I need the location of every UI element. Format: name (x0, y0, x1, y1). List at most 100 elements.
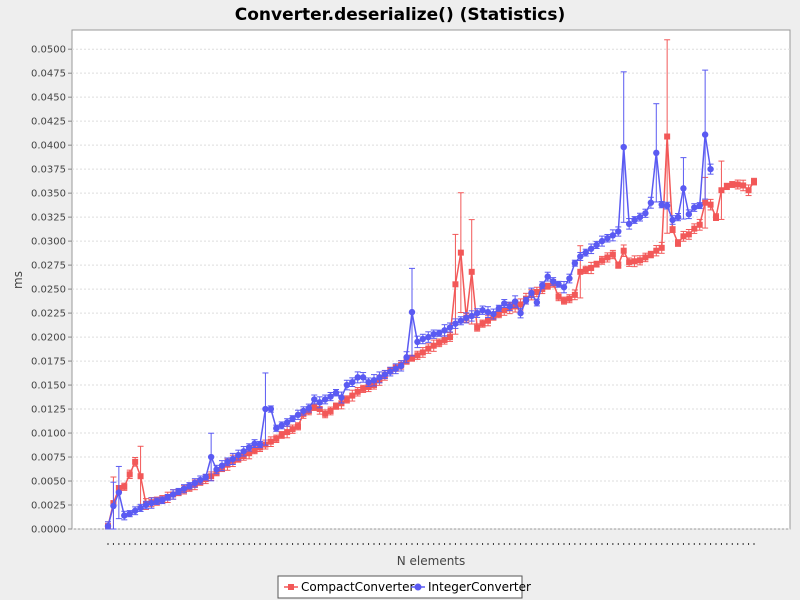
data-point (360, 385, 367, 392)
y-tick-label: 0.0275 (31, 261, 66, 272)
data-point (626, 259, 633, 266)
data-point (506, 303, 513, 310)
data-point (707, 201, 714, 208)
data-point (587, 245, 595, 252)
y-tick-label: 0.0350 (31, 189, 66, 200)
data-point (680, 185, 687, 192)
data-point (691, 225, 698, 232)
data-point (582, 249, 589, 256)
data-point (435, 330, 443, 337)
y-tick-label: 0.0250 (31, 285, 66, 296)
data-point (295, 423, 301, 430)
data-point (615, 228, 622, 235)
data-point (609, 232, 617, 239)
data-point (343, 381, 351, 389)
data-point (316, 399, 323, 406)
data-point (213, 466, 220, 473)
data-point (403, 354, 410, 361)
data-point (620, 247, 627, 254)
data-point (256, 441, 264, 448)
data-point (669, 226, 676, 233)
data-point (175, 488, 182, 495)
data-point (126, 510, 133, 517)
data-point (408, 308, 416, 316)
data-point (289, 426, 296, 433)
plot-area (71, 29, 791, 530)
data-point (153, 497, 161, 505)
data-point (544, 283, 551, 290)
data-point (447, 334, 453, 341)
series-integer (104, 69, 714, 530)
data-point (251, 440, 258, 447)
data-point (501, 300, 508, 307)
data-point (321, 396, 329, 403)
data-point (588, 264, 595, 271)
data-point (599, 257, 605, 264)
y-tick-label: 0.0425 (31, 117, 66, 128)
data-point (441, 327, 448, 334)
data-point (479, 320, 486, 327)
data-point (566, 275, 573, 282)
data-point (224, 458, 231, 466)
legend-label-compact: CompactConverter (301, 580, 415, 594)
data-point (658, 201, 665, 208)
data-point (338, 394, 345, 401)
legend-box (277, 575, 523, 599)
data-point (218, 462, 226, 469)
data-point (647, 199, 655, 206)
data-point (452, 320, 459, 327)
data-point (142, 501, 150, 509)
y-tick-label: 0.0375 (31, 165, 66, 176)
data-point (582, 266, 589, 273)
data-point (409, 355, 415, 362)
data-point (121, 512, 128, 519)
data-point (473, 309, 481, 317)
data-point (354, 374, 361, 381)
chart-title: Converter.deserialize() (Statistics) (235, 5, 566, 25)
data-point (571, 291, 578, 298)
data-point (637, 257, 643, 264)
data-point (723, 183, 730, 190)
data-point (349, 378, 356, 386)
data-point (419, 335, 427, 343)
data-point (322, 410, 329, 417)
data-point (159, 497, 166, 504)
y-tick-label: 0.0000 (31, 525, 66, 536)
data-point (343, 396, 350, 403)
x-axis-label: N elements (397, 554, 466, 568)
data-point (674, 213, 682, 221)
data-point (121, 483, 128, 490)
data-point (240, 448, 247, 455)
data-point (294, 411, 302, 419)
data-point (609, 251, 616, 258)
x-axis (107, 543, 755, 545)
data-point (262, 405, 269, 413)
data-point (202, 473, 209, 481)
data-point (745, 187, 752, 194)
data-point (332, 389, 340, 396)
data-point (485, 317, 491, 324)
data-point (381, 371, 389, 378)
data-point (436, 339, 443, 346)
data-point (273, 435, 280, 442)
y-tick-label: 0.0450 (31, 93, 66, 104)
data-point (137, 504, 144, 512)
data-point (625, 220, 633, 228)
data-point (180, 485, 188, 492)
data-point (636, 213, 644, 221)
data-point (327, 407, 334, 414)
data-point (675, 240, 681, 247)
data-point (468, 312, 475, 320)
y-axis: 0.0000 0.0025 0.0050 0.0075 0.0100 0.0125 0.01… (31, 45, 72, 536)
data-point (653, 149, 660, 157)
data-point (511, 298, 519, 305)
data-point (419, 349, 426, 356)
series-layer (104, 39, 757, 530)
data-point (468, 268, 475, 275)
data-point (691, 204, 698, 211)
data-point (267, 405, 275, 413)
data-point (560, 283, 568, 291)
data-point (729, 181, 736, 188)
